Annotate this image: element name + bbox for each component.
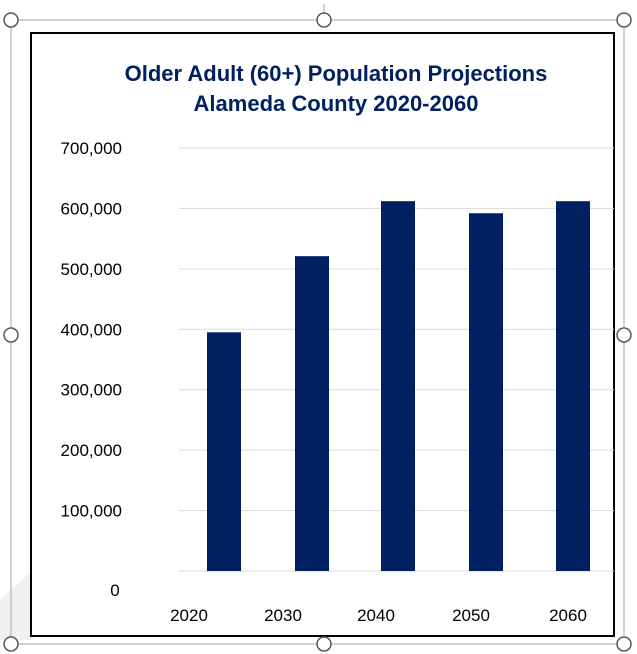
y-tick-label: 0 <box>110 581 119 600</box>
circle-handle-icon[interactable] <box>316 636 332 652</box>
y-tick-label: 300,000 <box>61 381 122 400</box>
x-tick-label: 2030 <box>264 606 302 625</box>
y-axis-labels: 0 100,000 200,000 300,000 400,000 500,000 600,… <box>61 139 122 600</box>
circle-handle-icon[interactable] <box>616 327 632 343</box>
bar-series <box>207 201 590 572</box>
chart-subtitle: Alameda County 2020-2060 <box>194 91 479 116</box>
circle-handle-icon[interactable] <box>316 12 332 28</box>
x-tick-label: 2050 <box>452 606 490 625</box>
resize-handles <box>3 12 632 652</box>
bar-2040 <box>381 201 415 572</box>
bar-2030 <box>295 256 329 571</box>
y-tick-label: 600,000 <box>61 199 122 218</box>
chart-title: Older Adult (60+) Population Projections <box>125 61 548 86</box>
x-axis-labels: 2020 2030 2040 2050 2060 <box>170 606 587 625</box>
circle-handle-icon[interactable] <box>3 12 19 28</box>
circle-handle-icon[interactable] <box>3 636 19 652</box>
y-tick-label: 200,000 <box>61 441 122 460</box>
bar-2060 <box>556 201 590 572</box>
y-tick-label: 400,000 <box>61 320 122 339</box>
x-tick-label: 2060 <box>549 606 587 625</box>
y-tick-label: 500,000 <box>61 260 122 279</box>
bar-2020 <box>207 332 241 571</box>
bar-2050 <box>469 213 503 571</box>
circle-handle-icon[interactable] <box>616 636 632 652</box>
x-tick-label: 2040 <box>357 606 395 625</box>
x-tick-label: 2020 <box>170 606 208 625</box>
circle-handle-icon[interactable] <box>616 12 632 28</box>
circle-handle-icon[interactable] <box>3 327 19 343</box>
y-tick-label: 700,000 <box>61 139 122 158</box>
y-tick-label: 100,000 <box>61 502 122 521</box>
